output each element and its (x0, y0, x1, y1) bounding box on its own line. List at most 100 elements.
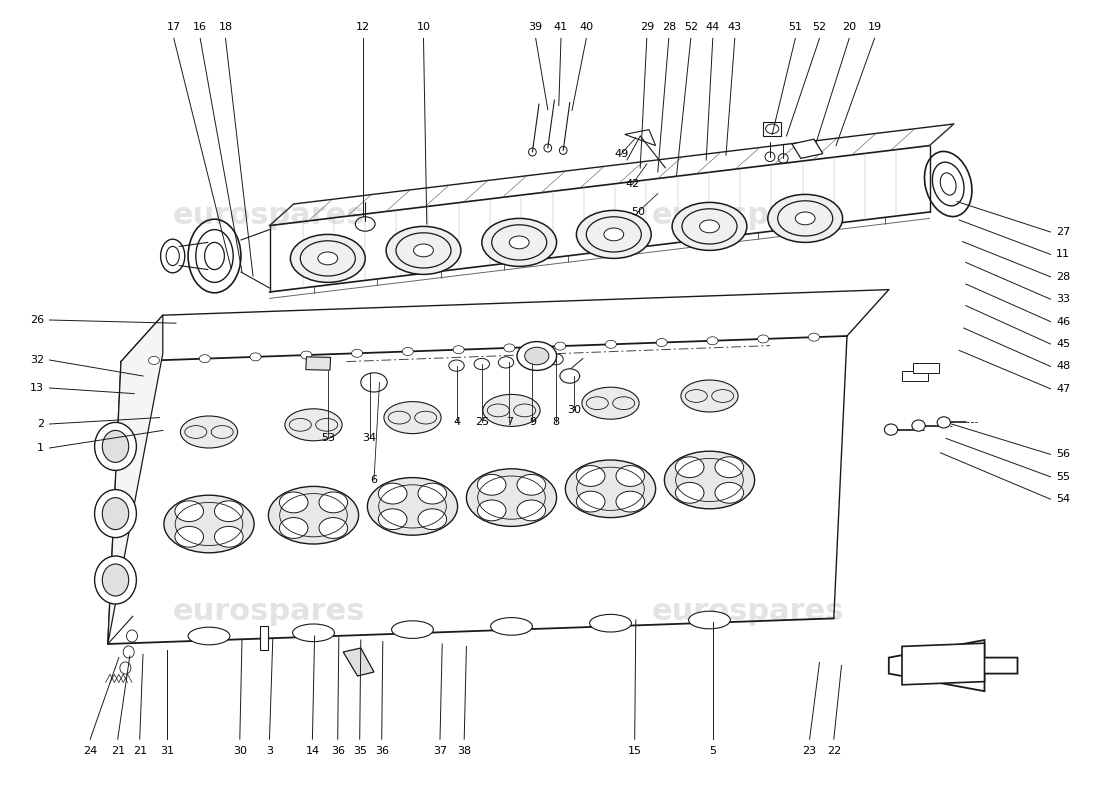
Text: eurospares: eurospares (174, 202, 365, 230)
Text: 36: 36 (375, 746, 388, 755)
Text: 47: 47 (1056, 384, 1070, 394)
Ellipse shape (466, 469, 557, 526)
Ellipse shape (582, 387, 639, 419)
Text: 23: 23 (803, 746, 816, 755)
Ellipse shape (884, 424, 898, 435)
Ellipse shape (285, 409, 342, 441)
Text: 15: 15 (628, 746, 641, 755)
Text: 55: 55 (1056, 472, 1070, 482)
Circle shape (250, 353, 261, 361)
Ellipse shape (681, 380, 738, 412)
Text: 19: 19 (868, 22, 881, 32)
Circle shape (517, 500, 546, 521)
Ellipse shape (384, 402, 441, 434)
Text: 34: 34 (363, 434, 376, 443)
Circle shape (517, 474, 546, 495)
Ellipse shape (290, 234, 365, 282)
Text: 52: 52 (684, 22, 697, 32)
Circle shape (715, 457, 744, 478)
Circle shape (199, 354, 210, 362)
Text: 28: 28 (662, 22, 675, 32)
Circle shape (279, 518, 308, 538)
Circle shape (319, 518, 348, 538)
Circle shape (418, 483, 447, 504)
Text: eurospares: eurospares (174, 598, 365, 626)
Ellipse shape (95, 556, 136, 604)
Text: 16: 16 (194, 22, 207, 32)
Circle shape (554, 342, 565, 350)
Ellipse shape (386, 226, 461, 274)
Text: 8: 8 (552, 418, 559, 427)
Circle shape (498, 357, 514, 368)
Ellipse shape (188, 627, 230, 645)
Circle shape (525, 347, 549, 365)
Text: 42: 42 (626, 179, 639, 189)
Text: 21: 21 (111, 746, 124, 755)
Ellipse shape (268, 486, 359, 544)
Text: 9: 9 (529, 418, 536, 427)
Text: 49: 49 (615, 149, 628, 158)
Text: 39: 39 (529, 22, 542, 32)
Text: 17: 17 (167, 22, 180, 32)
Bar (306, 357, 331, 370)
Text: 53: 53 (321, 434, 334, 443)
Text: 24: 24 (84, 746, 97, 755)
Ellipse shape (565, 460, 656, 518)
Circle shape (300, 351, 311, 359)
Circle shape (605, 340, 616, 348)
Ellipse shape (590, 614, 631, 632)
Ellipse shape (102, 430, 129, 462)
Text: 14: 14 (306, 746, 319, 755)
Text: 31: 31 (161, 746, 174, 755)
Ellipse shape (318, 252, 338, 265)
Circle shape (675, 457, 704, 478)
Circle shape (361, 373, 387, 392)
Circle shape (474, 358, 490, 370)
Ellipse shape (768, 194, 843, 242)
Circle shape (707, 337, 718, 345)
Text: 33: 33 (1056, 294, 1070, 304)
Circle shape (175, 501, 204, 522)
Circle shape (214, 501, 243, 522)
Text: 56: 56 (1056, 450, 1070, 459)
Circle shape (378, 509, 407, 530)
Ellipse shape (664, 451, 755, 509)
Ellipse shape (604, 228, 624, 241)
Text: 4: 4 (453, 418, 460, 427)
Text: 45: 45 (1056, 339, 1070, 349)
Circle shape (175, 526, 204, 547)
Circle shape (504, 344, 515, 352)
Circle shape (449, 360, 464, 371)
Ellipse shape (367, 478, 458, 535)
Text: eurospares: eurospares (651, 598, 845, 626)
Ellipse shape (392, 621, 433, 638)
Text: 7: 7 (506, 418, 513, 427)
Circle shape (758, 335, 769, 343)
Text: 1: 1 (37, 443, 44, 453)
Text: 27: 27 (1056, 227, 1070, 237)
Text: 28: 28 (1056, 272, 1070, 282)
Circle shape (453, 346, 464, 354)
Ellipse shape (483, 394, 540, 426)
Polygon shape (902, 643, 985, 685)
Text: 40: 40 (580, 22, 593, 32)
Ellipse shape (102, 564, 129, 596)
Ellipse shape (700, 220, 719, 233)
Text: 29: 29 (640, 22, 653, 32)
Circle shape (352, 350, 363, 358)
Text: 3: 3 (266, 746, 273, 755)
Text: 18: 18 (219, 22, 232, 32)
Polygon shape (343, 648, 374, 676)
Circle shape (378, 483, 407, 504)
Text: 20: 20 (843, 22, 856, 32)
Circle shape (279, 492, 308, 513)
Circle shape (548, 354, 563, 365)
Text: 30: 30 (568, 405, 581, 414)
Ellipse shape (937, 417, 950, 428)
Text: 54: 54 (1056, 494, 1070, 504)
Text: 22: 22 (827, 746, 840, 755)
Ellipse shape (912, 420, 925, 431)
Circle shape (524, 355, 539, 366)
Circle shape (560, 369, 580, 383)
Text: 26: 26 (30, 315, 44, 325)
